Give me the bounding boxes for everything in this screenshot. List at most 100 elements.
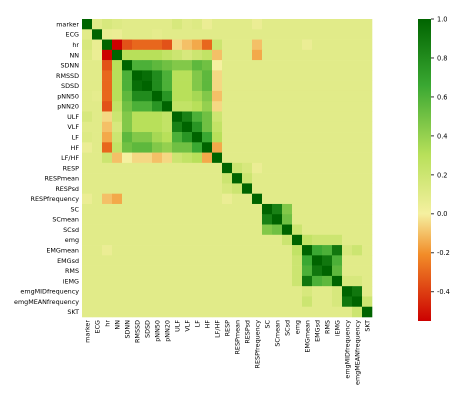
heatmap-cell bbox=[172, 162, 183, 174]
heatmap-cell bbox=[292, 142, 303, 153]
heatmap-cell bbox=[262, 132, 273, 143]
heatmap-cell bbox=[222, 132, 233, 143]
heatmap-cell bbox=[282, 19, 293, 30]
heatmap-cell bbox=[112, 183, 123, 194]
heatmap-cell bbox=[192, 203, 203, 215]
heatmap-cell bbox=[222, 234, 233, 246]
heatmap-cell bbox=[212, 70, 223, 81]
heatmap-cell bbox=[262, 39, 273, 51]
heatmap-cell bbox=[262, 90, 273, 102]
heatmap-cell bbox=[312, 60, 323, 71]
heatmap-cell bbox=[122, 183, 133, 194]
heatmap-cell bbox=[212, 245, 223, 256]
heatmap-cell bbox=[252, 70, 263, 81]
heatmap-cell bbox=[192, 121, 203, 133]
heatmap-cell bbox=[362, 183, 373, 194]
heatmap-cell bbox=[312, 234, 323, 246]
heatmap-cell bbox=[362, 70, 373, 81]
heatmap-cell bbox=[202, 90, 213, 102]
heatmap-cell bbox=[202, 296, 213, 308]
heatmap-cell bbox=[332, 142, 343, 153]
heatmap-cell bbox=[272, 39, 283, 51]
heatmap-cell bbox=[122, 265, 133, 277]
heatmap-cell bbox=[92, 29, 103, 40]
heatmap-cell bbox=[202, 101, 213, 112]
heatmap-cell bbox=[142, 265, 153, 277]
heatmap-cell bbox=[352, 49, 363, 61]
heatmap-cell bbox=[252, 265, 263, 277]
heatmap-cell bbox=[142, 111, 153, 123]
heatmap-cell bbox=[322, 29, 333, 40]
heatmap-cell bbox=[282, 183, 293, 194]
heatmap-cell bbox=[112, 162, 123, 174]
colorbar-tick-label: 0.6 bbox=[437, 93, 448, 101]
heatmap-cell bbox=[92, 39, 103, 51]
heatmap-cell bbox=[132, 193, 143, 205]
heatmap-cell bbox=[142, 234, 153, 246]
heatmap-cell bbox=[272, 275, 283, 287]
heatmap-cell bbox=[312, 214, 323, 225]
heatmap-cell bbox=[352, 173, 363, 184]
heatmap-cell bbox=[232, 111, 243, 123]
heatmap-cell bbox=[332, 275, 343, 287]
heatmap-cell bbox=[242, 275, 253, 287]
heatmap-cell bbox=[92, 121, 103, 133]
heatmap-cell bbox=[82, 101, 93, 112]
heatmap-cell bbox=[82, 121, 93, 133]
heatmap-cell bbox=[242, 132, 253, 143]
heatmap-cell bbox=[112, 101, 123, 112]
heatmap-cell bbox=[162, 296, 173, 308]
heatmap-cell bbox=[202, 39, 213, 51]
heatmap-cell bbox=[352, 234, 363, 246]
heatmap-cell bbox=[262, 275, 273, 287]
heatmap-cell bbox=[132, 173, 143, 184]
heatmap-cell bbox=[312, 286, 323, 297]
heatmap-cell bbox=[192, 286, 203, 297]
heatmap-cell bbox=[182, 101, 193, 112]
heatmap-cell bbox=[362, 275, 373, 287]
heatmap-cell bbox=[172, 29, 183, 40]
heatmap-cell bbox=[232, 49, 243, 61]
heatmap-cell bbox=[282, 152, 293, 164]
heatmap-cell bbox=[212, 152, 223, 164]
heatmap-cell bbox=[272, 111, 283, 123]
heatmap-cell bbox=[132, 234, 143, 246]
heatmap-cell bbox=[272, 60, 283, 71]
heatmap-cell bbox=[352, 142, 363, 153]
heatmap-cell bbox=[102, 245, 113, 256]
heatmap-cell bbox=[202, 224, 213, 236]
heatmap-cell bbox=[202, 255, 213, 266]
heatmap-cell bbox=[342, 296, 353, 308]
heatmap-cell bbox=[352, 121, 363, 133]
heatmap-cell bbox=[362, 286, 373, 297]
heatmap-cell bbox=[312, 306, 323, 318]
heatmap-cell bbox=[112, 193, 123, 205]
heatmap-cell bbox=[282, 101, 293, 112]
heatmap-cell bbox=[132, 296, 143, 308]
heatmap-cell bbox=[162, 275, 173, 287]
heatmap-cell bbox=[262, 296, 273, 308]
heatmap-cell bbox=[292, 224, 303, 236]
heatmap-cell bbox=[352, 39, 363, 51]
heatmap-cell bbox=[362, 60, 373, 71]
heatmap-cell bbox=[182, 275, 193, 287]
heatmap-cell bbox=[282, 245, 293, 256]
heatmap-cell bbox=[162, 19, 173, 30]
heatmap-cell bbox=[222, 203, 233, 215]
heatmap-cell bbox=[292, 132, 303, 143]
heatmap-cell bbox=[362, 132, 373, 143]
column-label: pNN20 bbox=[163, 320, 171, 342]
heatmap-cell bbox=[212, 183, 223, 194]
heatmap-cell bbox=[312, 183, 323, 194]
colorbar-tick-label: 0.2 bbox=[437, 171, 448, 179]
heatmap-cell bbox=[152, 142, 163, 153]
heatmap-cell bbox=[192, 245, 203, 256]
colorbar-tick-label: -0.4 bbox=[437, 288, 450, 296]
heatmap-cell bbox=[152, 39, 163, 51]
heatmap-cell bbox=[222, 70, 233, 81]
heatmap-cell bbox=[322, 173, 333, 184]
heatmap-cell bbox=[102, 162, 113, 174]
heatmap-cell bbox=[362, 234, 373, 246]
heatmap-cell bbox=[102, 224, 113, 236]
heatmap-cell bbox=[232, 214, 243, 225]
